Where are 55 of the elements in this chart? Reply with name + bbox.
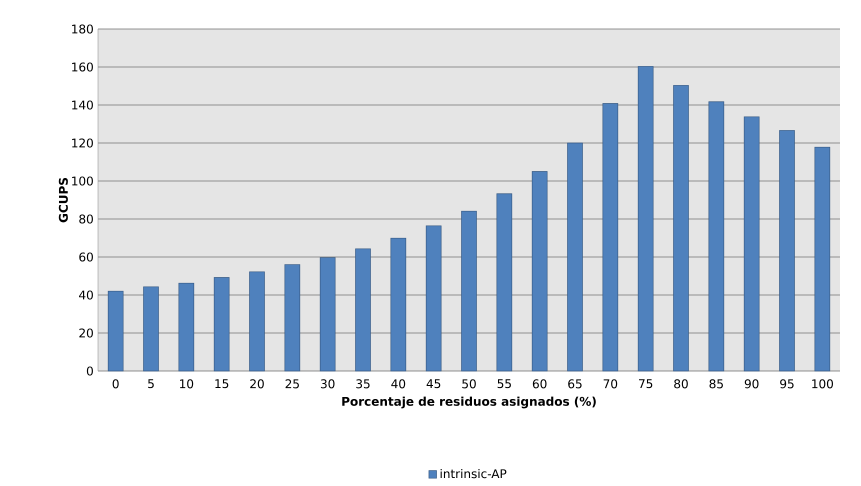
x-tick-label: 80 <box>674 379 688 388</box>
legend-label: intrinsic-AP <box>440 468 506 478</box>
bar <box>355 248 371 372</box>
x-tick-label: 35 <box>356 379 370 388</box>
bar <box>744 116 760 372</box>
x-tick-label: 55 <box>498 379 511 388</box>
bar <box>708 101 724 372</box>
x-tick-label: 95 <box>780 379 794 388</box>
x-tick-label: 70 <box>604 379 618 388</box>
x-tick-label: 65 <box>568 379 582 388</box>
x-tick-label: 100 <box>812 379 833 388</box>
y-tick-label: 20 <box>79 328 93 338</box>
bar <box>178 282 194 372</box>
y-tick-label: 100 <box>72 176 93 186</box>
y-tick-label: 120 <box>72 138 93 148</box>
x-tick-label: 15 <box>215 379 228 388</box>
y-tick-label: 180 <box>72 24 93 34</box>
y-tick-label: 80 <box>79 214 93 224</box>
bar <box>567 142 583 372</box>
x-tick-label: 75 <box>639 379 652 388</box>
bar <box>779 130 795 372</box>
bar <box>461 210 477 372</box>
x-tick-label: 0 <box>112 379 119 388</box>
x-axis-title: Porcentaje de residuos asignados (%) <box>342 396 596 408</box>
bar <box>673 85 689 372</box>
x-tick-label: 60 <box>532 379 547 388</box>
x-tick-label: 30 <box>320 379 335 388</box>
bar <box>143 286 159 372</box>
bar <box>108 290 124 372</box>
x-tick-label: 25 <box>286 379 299 388</box>
bar <box>532 171 548 372</box>
bar <box>638 66 654 372</box>
bar <box>426 226 442 372</box>
bar <box>249 271 265 372</box>
x-tick-label: 20 <box>250 379 264 388</box>
bar <box>496 193 512 372</box>
y-tick-label: 160 <box>72 62 93 72</box>
bar <box>214 277 230 372</box>
y-axis-title: GCUPS <box>58 178 68 222</box>
y-tick-label: 140 <box>72 100 93 110</box>
bar <box>284 264 300 372</box>
x-tick-label: 45 <box>426 379 440 388</box>
x-tick-label: 50 <box>462 379 476 388</box>
bar <box>814 146 830 372</box>
bar <box>390 238 406 372</box>
x-tick-label: 10 <box>180 379 194 388</box>
y-tick-label: 0 <box>86 366 93 376</box>
bar <box>320 257 336 372</box>
bar <box>602 103 618 372</box>
y-tick-label: 40 <box>79 290 93 300</box>
x-tick-label: 90 <box>744 379 759 388</box>
x-tick-label: 85 <box>710 379 723 388</box>
y-tick-label: 60 <box>79 252 93 262</box>
x-tick-label: 5 <box>148 379 154 388</box>
x-tick-label: 40 <box>391 379 406 388</box>
